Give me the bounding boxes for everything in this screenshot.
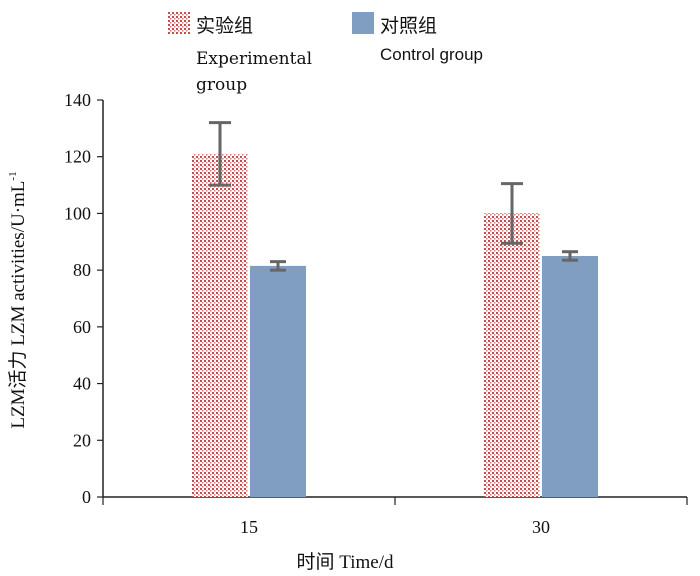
y-tick-label: 40: [73, 374, 91, 394]
legend-swatch-control: [352, 12, 374, 34]
y-tick-label: 100: [64, 203, 91, 223]
axes: [97, 99, 688, 505]
x-tick-label: 30: [532, 517, 550, 537]
y-tick-label: 60: [73, 317, 91, 337]
legend-label-control-en: Control group: [380, 45, 483, 64]
legend-label-experimental-en-2: group: [196, 75, 247, 95]
axis-labels: 0 20 40 60 80 100 120 140 15 30: [64, 90, 550, 537]
y-tick-label: 80: [73, 260, 91, 280]
y-axis-title-main: LZM活力 LZM activities/U·mL: [7, 181, 29, 429]
legend-label-experimental-en-1: Experimental: [196, 49, 312, 69]
y-tick-label: 0: [82, 487, 91, 507]
y-axis-title: LZM活力 LZM activities/U·mL-1: [7, 171, 29, 428]
y-tick-label: 120: [64, 147, 91, 167]
bar-experimental-15: [192, 153, 248, 497]
bars: [192, 153, 598, 497]
legend: 实验组 Experimental group 对照组 Control group: [168, 12, 483, 95]
legend-label-experimental-cn: 实验组: [196, 15, 253, 37]
bar-experimental-30: [484, 213, 540, 497]
x-axis-title: 时间 Time/d: [297, 551, 394, 573]
legend-label-control-cn: 对照组: [380, 15, 437, 37]
y-tick-label: 140: [64, 90, 91, 110]
y-tick-label: 20: [73, 430, 91, 450]
legend-swatch-experimental: [168, 12, 190, 34]
x-tick-label: 15: [240, 517, 258, 537]
bar-control-30: [542, 255, 598, 497]
bar-control-15: [250, 265, 306, 497]
y-axis-title-superscript: -1: [7, 171, 19, 180]
error-bars: [209, 121, 578, 272]
